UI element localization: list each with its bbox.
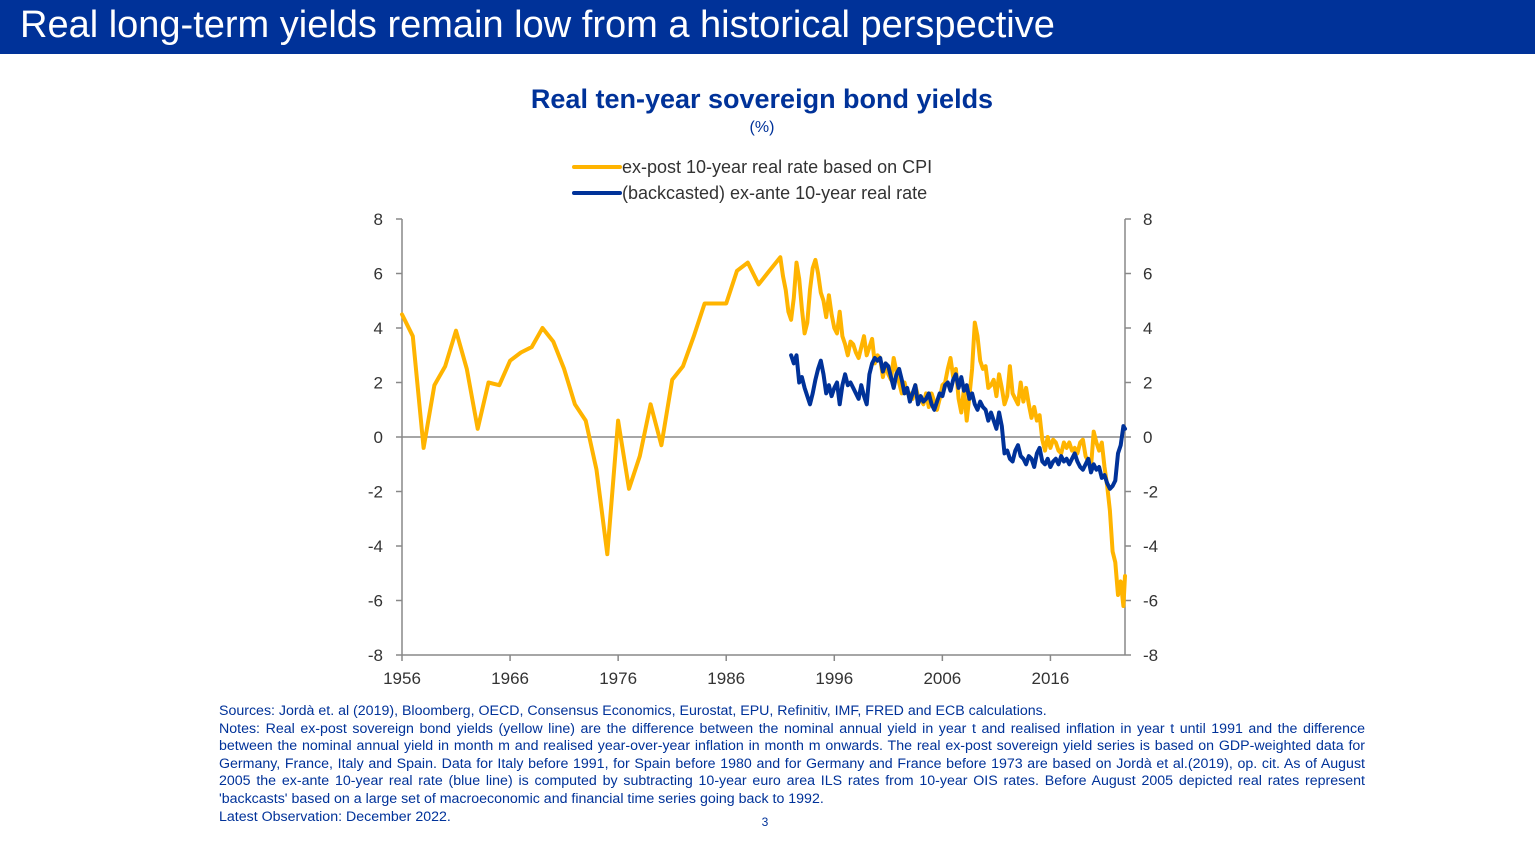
y-tick-label-right: -2: [1143, 483, 1158, 502]
y-tick-label-right: -8: [1143, 646, 1158, 665]
title-banner: Real long-term yields remain low from a …: [0, 0, 1535, 54]
y-tick-label-right: 2: [1143, 374, 1152, 393]
series-line-exante: [789, 353, 1127, 491]
y-tick-label-right: -4: [1143, 537, 1158, 556]
x-tick-label: 1976: [599, 669, 637, 688]
legend-label: ex-post 10-year real rate based on CPI: [622, 157, 932, 177]
y-tick-label-left: -4: [368, 537, 383, 556]
x-tick-label: 1966: [491, 669, 529, 688]
y-tick-label-left: -8: [368, 646, 383, 665]
y-tick-label-right: 0: [1143, 428, 1152, 447]
y-tick-label-left: 8: [374, 210, 383, 229]
y-tick-label-left: 0: [374, 428, 383, 447]
legend-label: (backcasted) ex-ante 10-year real rate: [622, 183, 927, 203]
methodology-note: Notes: Real ex-post sovereign bond yield…: [219, 720, 1365, 807]
x-tick-label: 2006: [923, 669, 961, 688]
latest-observation-note: Latest Observation: December 2022.: [219, 808, 451, 825]
y-tick-label-left: -2: [368, 483, 383, 502]
y-tick-label-right: 6: [1143, 265, 1152, 284]
slide-title: Real long-term yields remain low from a …: [20, 4, 1055, 46]
y-tick-label-left: 6: [374, 265, 383, 284]
x-tick-label: 1956: [383, 669, 421, 688]
x-tick-label: 1996: [815, 669, 853, 688]
chart-title: Real ten-year sovereign bond yields: [530, 84, 994, 114]
footnotes: Sources: Jordà et. al (2019), Bloomberg,…: [219, 703, 1365, 826]
chart-subtitle: (%): [749, 119, 775, 136]
series-line-cpi: [400, 255, 1127, 608]
y-tick-label-left: -6: [368, 592, 383, 611]
sources-note: Sources: Jordà et. al (2019), Bloomberg,…: [219, 703, 1047, 719]
x-tick-label: 1986: [707, 669, 745, 688]
y-tick-label-right: 8: [1143, 210, 1152, 229]
y-tick-label-left: 4: [374, 319, 383, 338]
y-tick-label-left: 2: [374, 374, 383, 393]
y-tick-label-right: -6: [1143, 592, 1158, 611]
page-number: 3: [761, 815, 769, 829]
x-tick-label: 2016: [1032, 669, 1070, 688]
y-tick-label-right: 4: [1143, 319, 1152, 338]
